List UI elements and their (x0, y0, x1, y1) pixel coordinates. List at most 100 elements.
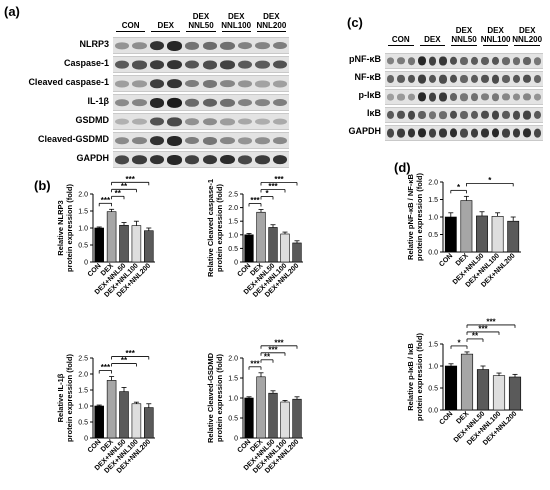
blot-band (491, 56, 500, 66)
significance-label: *** (268, 182, 278, 191)
blot-band (460, 57, 468, 65)
blot-row-label: GAPDH (348, 126, 381, 136)
blot-band (491, 128, 500, 138)
blot-band (202, 59, 218, 70)
lane-header: DEX NNL200 (512, 26, 543, 44)
blot-band (132, 41, 147, 50)
blot-band (502, 57, 510, 65)
blot-band (220, 59, 235, 70)
y-axis-label: protein expression (fold) (415, 173, 424, 261)
lane-header: DEX NNL100 (221, 12, 252, 30)
y-tick-label: 1.5 (428, 197, 438, 204)
significance-label: *** (274, 175, 284, 184)
y-tick-label: 0 (84, 436, 88, 443)
blot-band (418, 92, 426, 102)
blot-band (114, 136, 130, 145)
blot-band (114, 60, 130, 69)
blot-band (184, 136, 200, 145)
blot-band (397, 93, 405, 101)
significance-label: *** (486, 317, 496, 326)
blot-strip (113, 151, 289, 168)
significance-label: *** (478, 324, 488, 333)
y-tick-label: 1.0 (78, 226, 88, 233)
blot-band (512, 128, 521, 138)
significance-label: * (457, 183, 461, 192)
blot-band (523, 93, 531, 101)
bar (268, 227, 278, 263)
blot-band (237, 41, 253, 50)
blot-band (439, 56, 447, 66)
blot-band (502, 110, 510, 120)
blot-band (533, 75, 542, 83)
blot-band (272, 60, 288, 69)
bar (244, 234, 254, 263)
blot-band (149, 59, 165, 70)
blot-band (481, 74, 489, 84)
bar (460, 200, 473, 253)
blot-band (132, 154, 147, 165)
blot-band (523, 74, 531, 84)
y-tick-label: 1.0 (228, 232, 238, 239)
blot-band (428, 74, 437, 84)
bar (244, 397, 254, 439)
blot-strip (113, 56, 289, 73)
y-tick-label: 1.5 (228, 376, 238, 383)
blot-band (184, 98, 200, 107)
blot-band (397, 57, 405, 65)
blot-band (491, 110, 500, 120)
blot-band (460, 93, 468, 101)
blot-band (418, 74, 426, 84)
y-tick-label: 1.5 (428, 342, 438, 349)
y-tick-label: 0 (234, 260, 238, 267)
blot-band (255, 60, 270, 69)
blot-band (255, 118, 270, 125)
blot-row-label: Cleaved-GSDMD (37, 133, 109, 144)
bar (94, 227, 104, 263)
bar (444, 365, 458, 411)
x-tick-label: CON (438, 410, 454, 426)
blot-band (470, 74, 479, 84)
y-axis-label: Relative NLRP3 (56, 200, 65, 255)
lane-header-line (451, 45, 477, 46)
y-tick-label: 1.5 (228, 219, 238, 226)
y-axis-label: Relative IL-1β (56, 373, 65, 422)
blot-band (220, 98, 235, 107)
blot-band (449, 128, 458, 138)
bar (508, 376, 522, 411)
blot-row-label: IκB (366, 108, 381, 118)
blot-band (523, 57, 531, 65)
bar (144, 230, 154, 263)
blot-band (533, 93, 542, 101)
y-tick-label: 1.5 (78, 209, 88, 216)
significance-label: ** (115, 189, 122, 198)
blot-band (114, 79, 130, 88)
significance-label: *** (101, 196, 111, 205)
blot-band (202, 136, 218, 145)
significance-label: *** (250, 359, 260, 368)
blot-band (386, 75, 395, 83)
panel-label-c: (c) (347, 15, 363, 30)
bar (292, 242, 302, 263)
y-tick-label: 0.5 (78, 420, 88, 427)
blot-band (428, 111, 437, 119)
blot-band (397, 128, 405, 138)
blot-strip (113, 37, 289, 54)
y-tick-label: 0.0 (428, 408, 438, 415)
lane-header-line (151, 31, 181, 32)
blot-band (386, 93, 395, 101)
significance-label: ** (121, 356, 128, 365)
blot-band (149, 40, 165, 51)
blot-band (237, 154, 253, 165)
blot-band (272, 136, 288, 145)
significance-label: *** (126, 349, 136, 358)
panel-label-b: (b) (34, 178, 51, 193)
blot-band (167, 97, 182, 108)
blot-band (167, 135, 182, 146)
significance-label: *** (274, 338, 284, 347)
y-axis-label: Relative pNF-κB / NF-κB (406, 173, 415, 259)
blot-band (167, 59, 182, 70)
blot-band (202, 41, 218, 50)
x-tick-label: CON (87, 438, 103, 454)
blot-band (502, 74, 510, 84)
blot-band (132, 59, 147, 70)
